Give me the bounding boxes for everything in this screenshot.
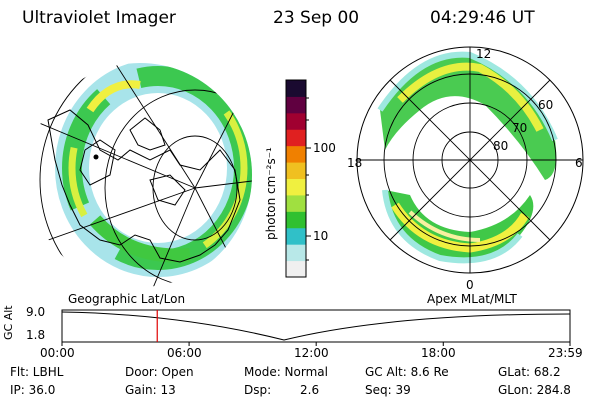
info-dsp-label: Dsp: [244,383,272,397]
mlat-label-80: 80 [493,139,509,153]
colorbar-segment [286,112,306,130]
colorbar-segment [286,162,306,179]
mlt-label-12: 12 [476,47,492,61]
altitude-xtick-0000: 00:00 [40,346,75,360]
altitude-ytick-1-8: 1.8 [26,328,46,342]
mlt-label-18: 18 [347,156,363,170]
info-ip: IP: 36.0 [10,383,56,397]
mlat-label-60: 60 [538,98,554,112]
colorbar-segment [286,194,306,212]
info-mode: Mode: Normal [244,365,328,379]
altitude-xtick-0600: 06:00 [167,346,202,360]
time-label: 04:29:46 UT [430,8,535,28]
apex-map-label: Apex MLat/MLT [427,292,517,306]
instrument-title: Ultraviolet Imager [22,8,176,28]
altitude-xtick-1800: 18:00 [421,346,456,360]
apex-grid [357,47,583,273]
geo-map-label: Geographic Lat/Lon [68,292,186,306]
info-filter: Flt: LBHL [10,365,64,379]
altitude-xtick-1200: 12:00 [294,346,329,360]
colorbar-segment [286,211,306,229]
altitude-ytick-9: 9.0 [26,305,46,319]
geo-coastlines [47,109,241,263]
colorbar-segment [286,80,306,97]
info-glon: GLon: 284.8 [498,383,571,397]
date-label: 23 Sep 00 [273,8,360,28]
colorbar-segment [286,227,306,245]
mlat-label-70: 70 [512,121,528,135]
colorbar-segment [286,244,306,262]
colorbar-segment [286,129,306,147]
colorbar-segment [286,260,306,278]
colorbar-segment [286,145,306,163]
colorbar-segment [286,96,306,114]
geographic-map [28,63,252,287]
altitude-plot [61,309,571,346]
colorbar-unit-label: photon cm⁻²s⁻¹ [264,147,278,240]
altitude-xtick-2359: 23:59 [548,346,583,360]
info-door: Door: Open [125,365,194,379]
colorbar-tick-10: 10 [313,229,329,243]
info-gain: Gain: 13 [125,383,176,397]
apex-map [356,46,584,274]
altitude-ylabel: GC Alt [2,305,15,340]
colorbar [285,79,311,278]
apex-auroral-oval-day [380,54,557,180]
info-seq: Seq: 39 [365,383,411,397]
colorbar-segment [286,178,306,196]
colorbar-tick-100: 100 [313,141,336,155]
mlt-label-0: 0 [466,278,474,292]
mlt-label-6: 6 [575,156,583,170]
altitude-curve [61,311,571,341]
info-glat: GLat: 68.2 [498,365,561,379]
info-gc-alt: GC Alt: 8.6 Re [365,365,449,379]
info-dsp-value: 2.6 [300,383,320,397]
